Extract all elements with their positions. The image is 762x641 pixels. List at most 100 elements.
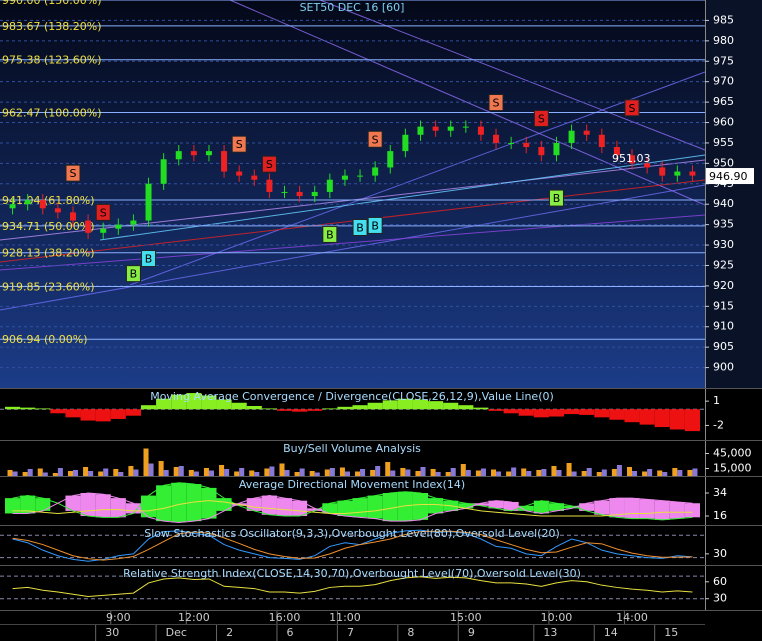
volume-bar [88, 471, 94, 476]
signal-marker [533, 109, 549, 127]
histogram-bar [292, 409, 308, 412]
volume-bar [208, 470, 215, 476]
histogram-bar [80, 409, 96, 421]
volume-bar [420, 467, 426, 476]
candle-body [341, 175, 348, 180]
indicator-line [12, 576, 693, 597]
di-fill [684, 503, 700, 518]
signal-marker [367, 130, 383, 148]
indicator-line [12, 492, 693, 523]
candle-body [251, 175, 258, 180]
volume-bar [203, 468, 209, 476]
histogram-bar [518, 409, 534, 416]
x-tick-label: 12:00 [178, 611, 210, 624]
signal-label: B [145, 253, 153, 266]
signal-label: S [538, 112, 545, 125]
y-tick-label: 16 [713, 509, 727, 522]
level-label: 928.13 (38.20%) [2, 247, 95, 260]
signal-label: B [553, 192, 561, 205]
y-tick-label: 940 [713, 197, 734, 210]
indicator-line [12, 482, 693, 521]
di-fill [140, 495, 157, 518]
last-price-box [706, 168, 754, 185]
volume-bar [324, 469, 330, 476]
trend-line [319, 0, 706, 151]
histogram-bar [322, 408, 338, 410]
di-fill [125, 503, 141, 514]
di-fill [110, 498, 126, 518]
candle-body [85, 220, 92, 233]
volume-bar [22, 472, 28, 476]
volume-bar [360, 469, 366, 476]
di-fill [397, 491, 413, 522]
volume-bar [133, 469, 139, 476]
candle-body [221, 151, 228, 172]
volume-bar [581, 471, 587, 476]
volume-bar [385, 462, 391, 476]
di-fill [412, 493, 429, 520]
di-fill [594, 500, 610, 515]
histogram-bar [216, 399, 232, 410]
y-tick-label: 980 [713, 34, 734, 47]
candle-body [281, 191, 288, 193]
level-label: 941.04 (61.80%) [2, 194, 95, 207]
histogram-bar [564, 409, 580, 415]
histogram-bar [261, 408, 277, 410]
volume-bar [445, 472, 451, 476]
volume-bar [83, 467, 89, 476]
y-tick-label: 34 [713, 486, 727, 499]
di-fill [609, 498, 625, 518]
candle-body [326, 179, 333, 192]
histogram-bar [473, 407, 489, 410]
indicator-line [12, 530, 693, 561]
histogram-bar [276, 409, 293, 411]
histogram-bar [579, 409, 595, 415]
di-fill [639, 499, 655, 519]
time-axis-background [705, 611, 762, 641]
volume-bar [435, 472, 441, 476]
di-fill [669, 501, 685, 519]
panel-title: Relative Strength Index(CLOSE,14,30,70),… [123, 567, 581, 580]
histogram-bar [367, 402, 383, 410]
di-fill [5, 498, 21, 514]
volume-bar [103, 468, 109, 476]
di-fill [276, 498, 293, 517]
histogram-bar [307, 409, 323, 411]
trend-line [0, 179, 706, 263]
di-fill [518, 505, 534, 511]
di-fill [458, 503, 474, 509]
axis-background [705, 441, 762, 476]
date-label: 8 [407, 626, 414, 639]
volume-bar [566, 463, 572, 476]
di-fill [307, 508, 323, 511]
histogram-bar [156, 398, 172, 410]
volume-bar [173, 467, 179, 476]
di-fill [337, 500, 353, 517]
volume-bar [294, 472, 300, 476]
candle-body [493, 134, 500, 143]
volume-bar [72, 470, 79, 476]
volume-bar [224, 469, 230, 476]
volume-bar [269, 466, 275, 476]
x-tick-label: 14:00 [616, 611, 648, 624]
level-label: 934.71 (50.00%) [2, 220, 95, 233]
histogram-bar [488, 409, 504, 411]
date-label: 9 [468, 626, 475, 639]
signal-label: S [493, 97, 500, 110]
level-label: 990.00 (150.00%) [2, 0, 102, 7]
panel-title: Average Directional Movement Index(14) [239, 478, 465, 491]
panel-title: Buy/Sell Volume Analysis [283, 442, 421, 455]
x-tick-label: 11:00 [329, 611, 361, 624]
volume-bar [490, 469, 497, 476]
volume-bar [113, 469, 119, 476]
y-tick-label: 950 [713, 156, 734, 169]
volume-bar [616, 465, 622, 476]
histogram-bar [140, 405, 157, 410]
y-tick-label: 15,000 [713, 462, 752, 475]
histogram-bar [594, 409, 610, 418]
volume-bar [687, 470, 693, 476]
volume-bar [67, 471, 73, 476]
candle-body [190, 151, 197, 156]
volume-bar [596, 472, 602, 476]
volume-bar [370, 470, 376, 476]
